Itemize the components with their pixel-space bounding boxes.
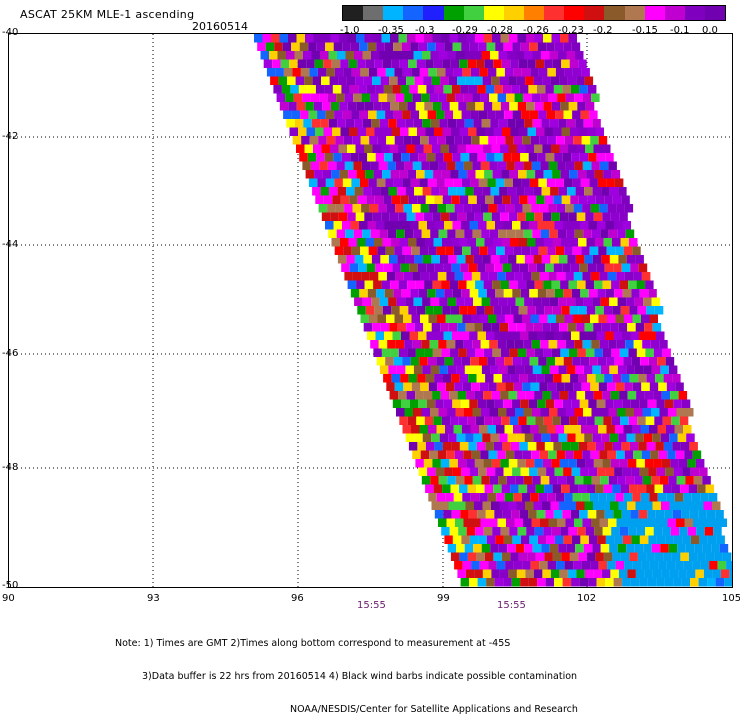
- color-scale-label: -1.0: [340, 25, 360, 36]
- color-scale-swatch: [544, 6, 565, 20]
- color-scale-swatch: [704, 6, 726, 20]
- color-scale-swatch: [383, 6, 404, 20]
- lon-label-102: 102: [577, 593, 597, 604]
- color-scale-swatch: [403, 6, 424, 20]
- color-scale-swatch: [604, 6, 625, 20]
- color-scale-swatch: [584, 6, 605, 20]
- lon-label-90: 90: [2, 593, 15, 604]
- product-date: 20160514: [192, 20, 248, 33]
- footnote-line-2: 3)Data buffer is 22 hrs from 20160514 4)…: [142, 671, 578, 682]
- color-scale-labels: -1.0 -0.35 -0.3 -0.29 -0.28 -0.26 -0.23 -0.2 -0.…: [340, 25, 732, 37]
- lon-label-93: 93: [147, 593, 160, 604]
- color-scale-bar: [342, 5, 726, 21]
- color-scale-label: -0.2: [593, 25, 613, 36]
- color-scale-swatch: [624, 6, 645, 20]
- color-scale-label: -0.26: [523, 25, 549, 36]
- color-scale-swatch: [423, 6, 444, 20]
- color-scale-swatch: [684, 6, 705, 20]
- footnote-line-1: Note: 1) Times are GMT 2)Times along bot…: [115, 638, 511, 649]
- color-scale-swatch: [483, 6, 504, 20]
- color-scale-swatch: [503, 6, 524, 20]
- color-scale-swatch: [463, 6, 484, 20]
- footnote: Note: 1) Times are GMT 2)Times along bot…: [115, 616, 578, 726]
- color-scale-swatch: [363, 6, 384, 20]
- lat-label-42: -42: [2, 131, 19, 142]
- lon-label-96: 96: [291, 593, 304, 604]
- color-scale-label: -0.29: [452, 25, 478, 36]
- pass-time-1: 15:55: [357, 600, 386, 611]
- lat-label-50: -50: [2, 580, 19, 591]
- color-scale-swatch: [443, 6, 464, 20]
- swath-pixels: [254, 34, 732, 587]
- color-scale-label: -0.23: [558, 25, 584, 36]
- color-scale-swatch: [343, 6, 364, 20]
- pass-time-2: 15:55: [497, 600, 526, 611]
- lat-label-46: -46: [2, 348, 19, 359]
- color-scale-label: 0.0: [702, 25, 718, 36]
- product-title: ASCAT 25KM MLE-1 ascending: [20, 8, 195, 21]
- color-scale-label: -0.3: [415, 25, 435, 36]
- color-scale-swatch: [644, 6, 665, 20]
- lon-label-105: 105: [722, 593, 740, 604]
- swath-plot: [9, 34, 732, 587]
- lon-label-99: 99: [437, 593, 450, 604]
- footnote-line-3: NOAA/NESDIS/Center for Satellite Applica…: [290, 704, 578, 715]
- color-scale-swatch: [523, 6, 545, 20]
- map-panel: [8, 33, 733, 588]
- color-scale-swatch: [564, 6, 585, 20]
- color-scale-label: -0.15: [632, 25, 658, 36]
- color-scale-label: -0.35: [378, 25, 404, 36]
- color-scale-label: -0.1: [670, 25, 690, 36]
- color-scale-label: -0.28: [487, 25, 513, 36]
- lat-label-44: -44: [2, 239, 19, 250]
- lat-label-40: -40: [2, 27, 19, 38]
- lat-label-48: -48: [2, 462, 19, 473]
- color-scale-swatch: [664, 6, 685, 20]
